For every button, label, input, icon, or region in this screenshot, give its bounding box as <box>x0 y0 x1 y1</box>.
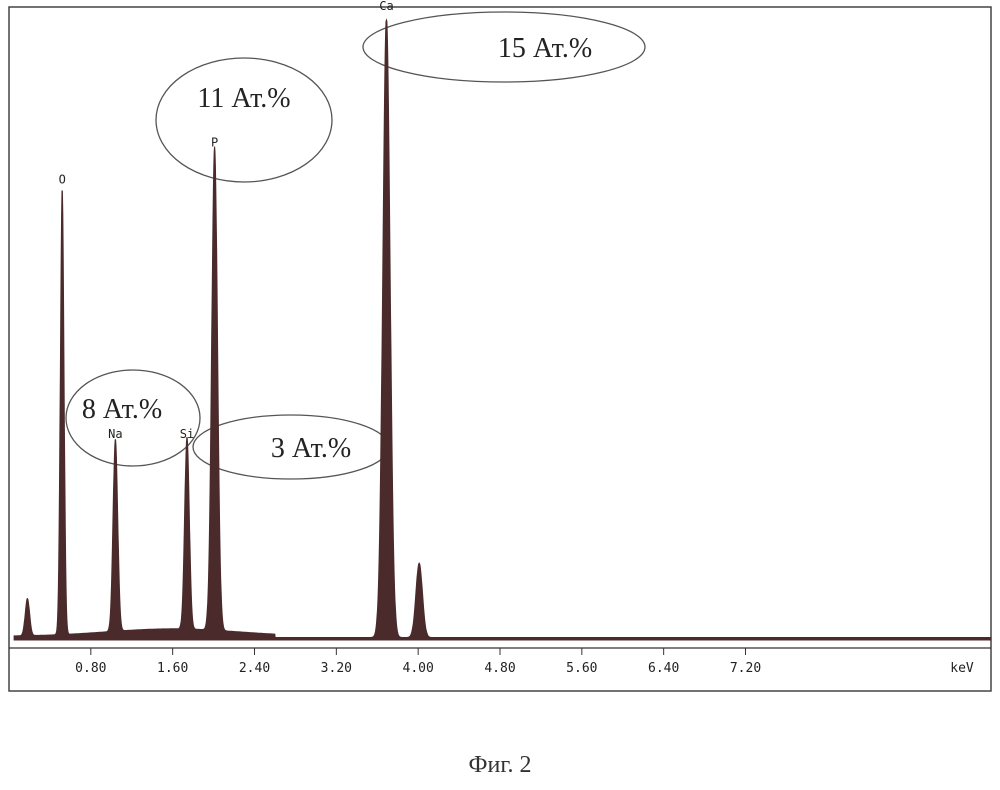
x-tick-label: 4.80 <box>484 661 515 676</box>
x-tick-label: 6.40 <box>648 661 679 676</box>
annotation-text-p: 11 Ат.% <box>197 83 290 114</box>
peak-label-si: Si <box>180 427 194 441</box>
x-tick-label: 3.20 <box>321 661 352 676</box>
x-tick-label: 2.40 <box>239 661 270 676</box>
plot-frame <box>9 7 991 691</box>
peak-label-ca: Ca <box>379 0 393 13</box>
x-tick-label: 5.60 <box>566 661 597 676</box>
peak-label-p: P <box>211 135 218 149</box>
annotation-text-na: 8 Ат.% <box>82 394 162 425</box>
x-tick-label: 4.00 <box>403 661 434 676</box>
peak-label-na: Na <box>108 427 122 441</box>
x-tick-label: 0.80 <box>75 661 106 676</box>
peak-label-o: O <box>59 173 66 187</box>
x-tick-label: 7.20 <box>730 661 761 676</box>
x-axis-unit-label: keV <box>950 661 974 676</box>
x-tick-label: 1.60 <box>157 661 188 676</box>
annotation-text-ca: 15 Ат.% <box>498 33 592 64</box>
figure-caption: Фиг. 2 <box>0 752 1000 779</box>
annotation-text-si: 3 Ат.% <box>271 433 351 464</box>
